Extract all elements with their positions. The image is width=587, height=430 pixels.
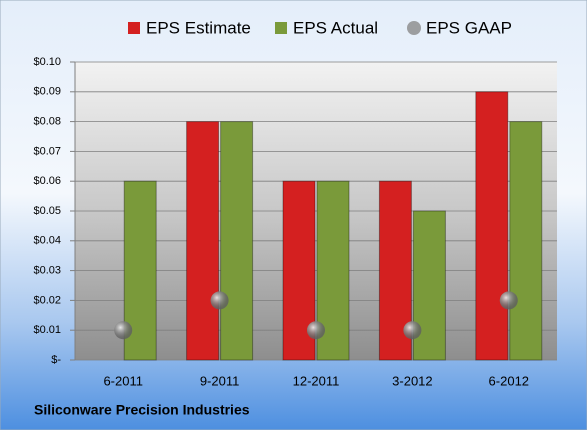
legend-label: EPS Estimate bbox=[146, 18, 251, 37]
x-tick-label: 3-2012 bbox=[392, 373, 432, 388]
gaap-point bbox=[307, 321, 325, 340]
bar bbox=[509, 121, 543, 361]
legend-label: EPS GAAP bbox=[426, 18, 512, 37]
point-shine bbox=[210, 291, 229, 310]
point-shine bbox=[114, 321, 133, 340]
legend-swatch bbox=[275, 22, 287, 34]
legend: EPS Estimate EPS Actual EPS GAAP bbox=[128, 18, 512, 37]
y-tick-label: $0.05 bbox=[33, 205, 61, 217]
y-tick-label: $0.10 bbox=[33, 56, 61, 68]
y-tick-label: $0.09 bbox=[33, 86, 61, 98]
y-tick-label: $0.03 bbox=[33, 265, 61, 277]
y-tick-label: $0.02 bbox=[33, 294, 61, 306]
gaap-point bbox=[499, 291, 518, 310]
y-tick-label: $- bbox=[51, 354, 61, 366]
y-tick-label: $0.07 bbox=[33, 145, 61, 157]
point-shine bbox=[499, 291, 518, 310]
x-tick-label: 12-2011 bbox=[293, 373, 340, 388]
y-tick-label: $0.08 bbox=[33, 116, 61, 128]
legend-swatch bbox=[407, 21, 421, 35]
marks: 6-2011 9-2011 12-2011 3-2012 6-2012 bbox=[103, 91, 543, 388]
gaap-point bbox=[210, 291, 229, 310]
bar bbox=[412, 210, 446, 361]
y-tick-label: $0.01 bbox=[33, 324, 61, 336]
x-tick-label: 9-2011 bbox=[200, 373, 240, 388]
x-tick-label: 6-2011 bbox=[103, 373, 143, 388]
bar bbox=[475, 91, 509, 361]
legend-swatch bbox=[128, 22, 140, 34]
y-tick-label: $0.04 bbox=[33, 235, 61, 247]
legend-label: EPS Actual bbox=[293, 18, 378, 37]
gaap-point bbox=[403, 321, 422, 340]
point-shine bbox=[307, 321, 325, 340]
bar bbox=[186, 121, 220, 361]
x-tick-label: 6-2012 bbox=[489, 373, 529, 388]
gaap-point bbox=[114, 321, 133, 340]
bar bbox=[220, 121, 254, 361]
chart-title: Siliconware Precision Industries bbox=[34, 402, 250, 418]
point-shine bbox=[403, 321, 422, 340]
y-tick-label: $0.06 bbox=[33, 175, 61, 187]
